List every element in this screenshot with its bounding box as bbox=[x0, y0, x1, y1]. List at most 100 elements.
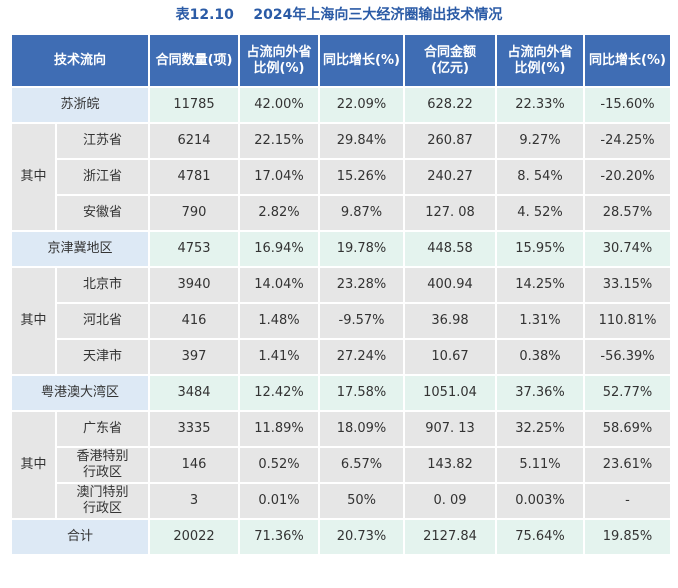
value-cell: 2.82% bbox=[238, 194, 321, 232]
value-cell: 146 bbox=[148, 446, 241, 484]
value-cell: 0.01% bbox=[238, 482, 321, 520]
data-table: 技术流向 合同数量(项) 占流向外省 比例(%) 同比增长(%) 合同金额 (亿元) 占流… bbox=[9, 33, 673, 556]
value-cell: 9.27% bbox=[495, 122, 586, 160]
value-cell: 4. 52% bbox=[495, 194, 586, 232]
value-cell: 27.24% bbox=[318, 338, 406, 376]
value-cell: 1.48% bbox=[238, 302, 321, 340]
value-cell: 0.52% bbox=[238, 446, 321, 484]
sub-label: 其中 bbox=[10, 122, 57, 232]
value-cell: 37.36% bbox=[495, 374, 586, 412]
value-cell: 22.09% bbox=[318, 86, 406, 124]
value-cell: 15.26% bbox=[318, 158, 406, 196]
value-cell: 1.41% bbox=[238, 338, 321, 376]
value-cell: 3335 bbox=[148, 410, 241, 448]
value-cell: -15.60% bbox=[583, 86, 673, 124]
value-cell: 32.25% bbox=[495, 410, 586, 448]
region-label: 京津冀地区 bbox=[9, 230, 151, 268]
sub-label: 其中 bbox=[10, 266, 57, 376]
value-cell: 8. 54% bbox=[495, 158, 586, 196]
value-cell: 42.00% bbox=[238, 86, 321, 124]
value-cell: 17.04% bbox=[238, 158, 321, 196]
value-cell: -24.25% bbox=[583, 122, 673, 160]
value-cell: 16.94% bbox=[238, 230, 321, 268]
value-cell: 52.77% bbox=[583, 374, 673, 412]
value-cell: 6.57% bbox=[318, 446, 406, 484]
value-cell: 11785 bbox=[148, 86, 241, 124]
value-cell: 1051.04 bbox=[403, 374, 498, 412]
value-cell: 9.87% bbox=[318, 194, 406, 232]
value-cell: 0. 09 bbox=[403, 482, 498, 520]
province-label: 北京市 bbox=[54, 266, 151, 304]
value-cell: 2127.84 bbox=[403, 518, 498, 556]
table-row: 技术流向 合同数量(项) 占流向外省 比例(%) 同比增长(%) 合同金额 (亿元) 占流… bbox=[9, 33, 673, 88]
value-cell: 22.33% bbox=[495, 86, 586, 124]
value-cell: -20.20% bbox=[583, 158, 673, 196]
province-label: 香港特别 行政区 bbox=[54, 446, 151, 484]
value-cell: 22.15% bbox=[238, 122, 321, 160]
region-label: 苏浙皖 bbox=[9, 86, 151, 124]
header-cell: 占流向外省 比例(%) bbox=[495, 33, 586, 88]
value-cell: 416 bbox=[148, 302, 241, 340]
value-cell: - bbox=[583, 482, 673, 520]
table-row: 其中 北京市 3940 14.04% 23.28% 400.94 14.25% 33.15% bbox=[10, 266, 673, 376]
table-row: 粤港澳大湾区 3484 12.42% 17.58% 1051.04 37.36% 52.77… bbox=[9, 374, 673, 412]
value-cell: 143.82 bbox=[403, 446, 498, 484]
value-cell: 17.58% bbox=[318, 374, 406, 412]
value-cell: -9.57% bbox=[318, 302, 406, 340]
value-cell: 23.28% bbox=[318, 266, 406, 304]
province-label: 浙江省 bbox=[54, 158, 151, 196]
table-row: 天津市 397 1.41% 27.24% 10.67 0.38% -56.39% bbox=[11, 338, 673, 376]
value-cell: 20.73% bbox=[318, 518, 406, 556]
value-cell: 240.27 bbox=[403, 158, 498, 196]
table-row: 京津冀地区 4753 16.94% 19.78% 448.58 15.95% 30.74% bbox=[9, 230, 673, 268]
value-cell: 20022 bbox=[148, 518, 241, 556]
value-cell: 4781 bbox=[148, 158, 241, 196]
value-cell: 6214 bbox=[148, 122, 241, 160]
table-row: 其中 广东省 3335 11.89% 18.09% 907. 13 32.25% 58.69% bbox=[10, 410, 673, 520]
province-label: 安徽省 bbox=[54, 194, 151, 232]
province-label: 天津市 bbox=[54, 338, 151, 376]
header-cell: 占流向外省 比例(%) bbox=[238, 33, 321, 88]
value-cell: 400.94 bbox=[403, 266, 498, 304]
value-cell: 10.67 bbox=[403, 338, 498, 376]
value-cell: 15.95% bbox=[495, 230, 586, 268]
province-label: 广东省 bbox=[54, 410, 151, 448]
value-cell: 23.61% bbox=[583, 446, 673, 484]
table-row: 河北省 416 1.48% -9.57% 36.98 1.31% 110.81% bbox=[11, 302, 673, 340]
value-cell: 3484 bbox=[148, 374, 241, 412]
value-cell: 0.38% bbox=[495, 338, 586, 376]
value-cell: 11.89% bbox=[238, 410, 321, 448]
province-label: 澳门特别 行政区 bbox=[54, 482, 151, 520]
value-cell: 4753 bbox=[148, 230, 241, 268]
value-cell: 71.36% bbox=[238, 518, 321, 556]
header-cell: 同比增长(%) bbox=[318, 33, 406, 88]
value-cell: 397 bbox=[148, 338, 241, 376]
header-cell: 同比增长(%) bbox=[583, 33, 673, 88]
value-cell: 58.69% bbox=[583, 410, 673, 448]
table-row: 安徽省 790 2.82% 9.87% 127. 08 4. 52% 28.57% bbox=[11, 194, 673, 232]
table-row: 澳门特别 行政区 3 0.01% 50% 0. 09 0.003% - bbox=[11, 482, 673, 520]
value-cell: 0.003% bbox=[495, 482, 586, 520]
total-label: 合计 bbox=[9, 518, 151, 556]
value-cell: 1.31% bbox=[495, 302, 586, 340]
value-cell: 18.09% bbox=[318, 410, 406, 448]
value-cell: 50% bbox=[318, 482, 406, 520]
value-cell: 907. 13 bbox=[403, 410, 498, 448]
table-row: 苏浙皖 11785 42.00% 22.09% 628.22 22.33% -15.60% bbox=[9, 86, 673, 124]
value-cell: 29.84% bbox=[318, 122, 406, 160]
value-cell: 75.64% bbox=[495, 518, 586, 556]
table-row: 其中 江苏省 6214 22.15% 29.84% 260.87 9.27% -24.25% bbox=[10, 122, 673, 232]
value-cell: 5.11% bbox=[495, 446, 586, 484]
value-cell: 790 bbox=[148, 194, 241, 232]
table-row: 浙江省 4781 17.04% 15.26% 240.27 8. 54% -20.20% bbox=[11, 158, 673, 196]
table-row: 香港特别 行政区 146 0.52% 6.57% 143.82 5.11% 23.61% bbox=[11, 446, 673, 484]
value-cell: 36.98 bbox=[403, 302, 498, 340]
table-row: 合计 20022 71.36% 20.73% 2127.84 75.64% 19.85% bbox=[9, 518, 673, 556]
value-cell: 19.78% bbox=[318, 230, 406, 268]
value-cell: 260.87 bbox=[403, 122, 498, 160]
value-cell: 33.15% bbox=[583, 266, 673, 304]
value-cell: 3940 bbox=[148, 266, 241, 304]
value-cell: 14.04% bbox=[238, 266, 321, 304]
value-cell: 127. 08 bbox=[403, 194, 498, 232]
